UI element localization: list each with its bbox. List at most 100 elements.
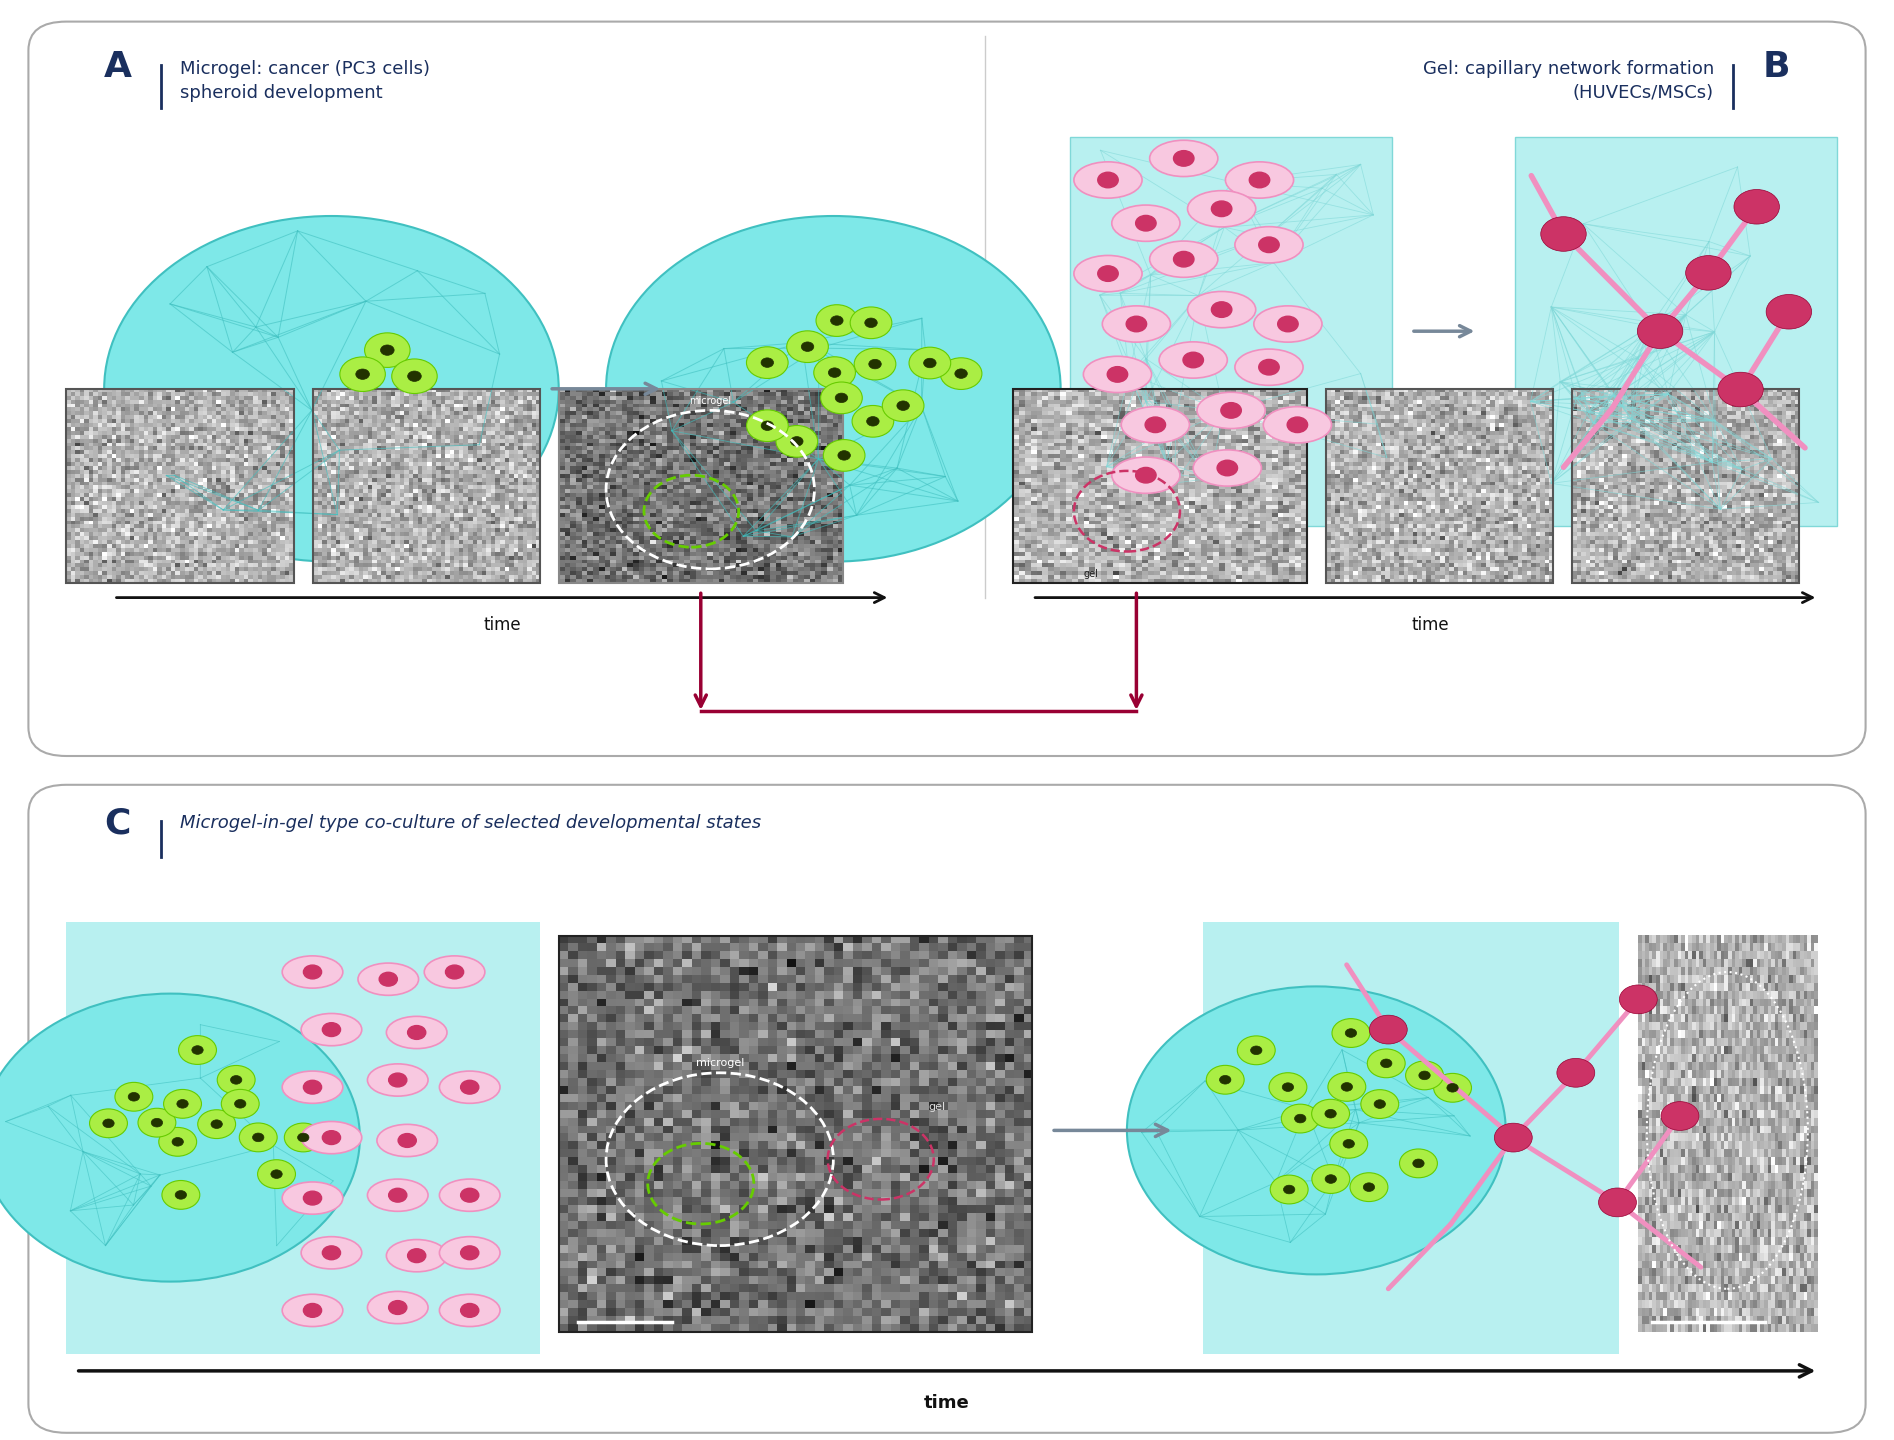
Circle shape	[801, 341, 814, 351]
Circle shape	[1413, 1159, 1424, 1168]
FancyBboxPatch shape	[28, 22, 1866, 756]
Circle shape	[1434, 1073, 1472, 1102]
Ellipse shape	[367, 1064, 428, 1096]
Ellipse shape	[1150, 140, 1218, 177]
Circle shape	[1364, 1182, 1375, 1191]
Ellipse shape	[301, 1014, 362, 1045]
Circle shape	[746, 410, 788, 442]
Circle shape	[271, 1169, 282, 1178]
Text: time: time	[924, 1394, 970, 1411]
Circle shape	[1127, 317, 1146, 331]
Circle shape	[1271, 1175, 1309, 1204]
Circle shape	[606, 216, 1061, 562]
Circle shape	[381, 346, 394, 356]
Circle shape	[398, 1133, 417, 1148]
Text: microgel: microgel	[689, 396, 731, 406]
Circle shape	[1295, 1115, 1307, 1123]
Circle shape	[1557, 1058, 1595, 1087]
Circle shape	[1222, 403, 1241, 418]
Circle shape	[866, 318, 877, 327]
Circle shape	[867, 416, 879, 426]
Circle shape	[1636, 314, 1684, 348]
Circle shape	[379, 972, 398, 986]
Circle shape	[102, 1119, 114, 1128]
FancyBboxPatch shape	[28, 785, 1866, 1433]
Circle shape	[297, 1133, 309, 1142]
Circle shape	[388, 1073, 407, 1087]
Circle shape	[364, 333, 409, 367]
Text: time: time	[483, 616, 521, 634]
Circle shape	[303, 1303, 322, 1318]
Circle shape	[210, 1120, 222, 1129]
Text: Microgel-in-gel type co-culture of selected developmental states: Microgel-in-gel type co-culture of selec…	[180, 814, 761, 832]
Circle shape	[898, 400, 909, 410]
Circle shape	[1718, 372, 1763, 406]
Text: C: C	[104, 806, 131, 841]
Ellipse shape	[367, 1179, 428, 1211]
Circle shape	[1136, 468, 1155, 482]
Circle shape	[460, 1303, 479, 1318]
Circle shape	[1212, 302, 1231, 317]
Ellipse shape	[282, 1071, 343, 1103]
Circle shape	[1313, 1099, 1350, 1128]
Circle shape	[1767, 294, 1813, 328]
Ellipse shape	[1235, 226, 1303, 264]
Ellipse shape	[1235, 348, 1303, 386]
Circle shape	[1362, 1090, 1400, 1119]
Circle shape	[831, 315, 843, 325]
Circle shape	[231, 1076, 242, 1084]
Circle shape	[161, 1181, 199, 1210]
Circle shape	[0, 994, 360, 1282]
Circle shape	[1313, 1165, 1350, 1194]
Ellipse shape	[1188, 190, 1256, 228]
Circle shape	[850, 307, 892, 338]
Circle shape	[1099, 266, 1117, 281]
Circle shape	[1400, 1149, 1438, 1178]
Ellipse shape	[1254, 305, 1322, 343]
Circle shape	[1367, 1048, 1405, 1077]
Ellipse shape	[1197, 392, 1265, 429]
Text: A: A	[104, 50, 133, 85]
Circle shape	[174, 1191, 186, 1200]
Text: Microgel: cancer (PC3 cells)
spheroid development: Microgel: cancer (PC3 cells) spheroid de…	[180, 60, 430, 102]
Text: gel: gel	[1083, 569, 1099, 579]
Circle shape	[1212, 202, 1231, 216]
Circle shape	[746, 347, 788, 379]
Circle shape	[176, 1100, 188, 1109]
Circle shape	[1331, 1018, 1369, 1047]
Circle shape	[1419, 1071, 1430, 1080]
Circle shape	[1343, 1139, 1354, 1148]
Circle shape	[1136, 216, 1155, 230]
Circle shape	[191, 1045, 203, 1054]
Circle shape	[777, 425, 818, 456]
Circle shape	[1269, 1073, 1307, 1102]
Circle shape	[322, 1246, 341, 1260]
Circle shape	[814, 357, 856, 389]
Circle shape	[138, 1109, 176, 1138]
FancyBboxPatch shape	[1515, 137, 1837, 526]
FancyBboxPatch shape	[1203, 922, 1619, 1354]
Circle shape	[388, 1188, 407, 1202]
Circle shape	[1108, 367, 1127, 382]
Ellipse shape	[424, 956, 485, 988]
Circle shape	[1174, 252, 1193, 266]
Circle shape	[1250, 1045, 1261, 1054]
Ellipse shape	[1188, 291, 1256, 328]
Ellipse shape	[1074, 161, 1142, 199]
Circle shape	[303, 1191, 322, 1205]
Circle shape	[820, 382, 862, 413]
Circle shape	[445, 965, 464, 979]
Ellipse shape	[377, 1125, 438, 1156]
Circle shape	[460, 1188, 479, 1202]
Circle shape	[303, 965, 322, 979]
Circle shape	[1328, 1073, 1366, 1102]
Circle shape	[790, 436, 803, 446]
Circle shape	[955, 369, 968, 379]
Circle shape	[284, 1123, 322, 1152]
Ellipse shape	[1225, 161, 1294, 199]
Circle shape	[129, 1093, 140, 1102]
Circle shape	[356, 369, 369, 379]
Circle shape	[1350, 1172, 1388, 1201]
Circle shape	[407, 1025, 426, 1040]
Circle shape	[1381, 1058, 1392, 1067]
